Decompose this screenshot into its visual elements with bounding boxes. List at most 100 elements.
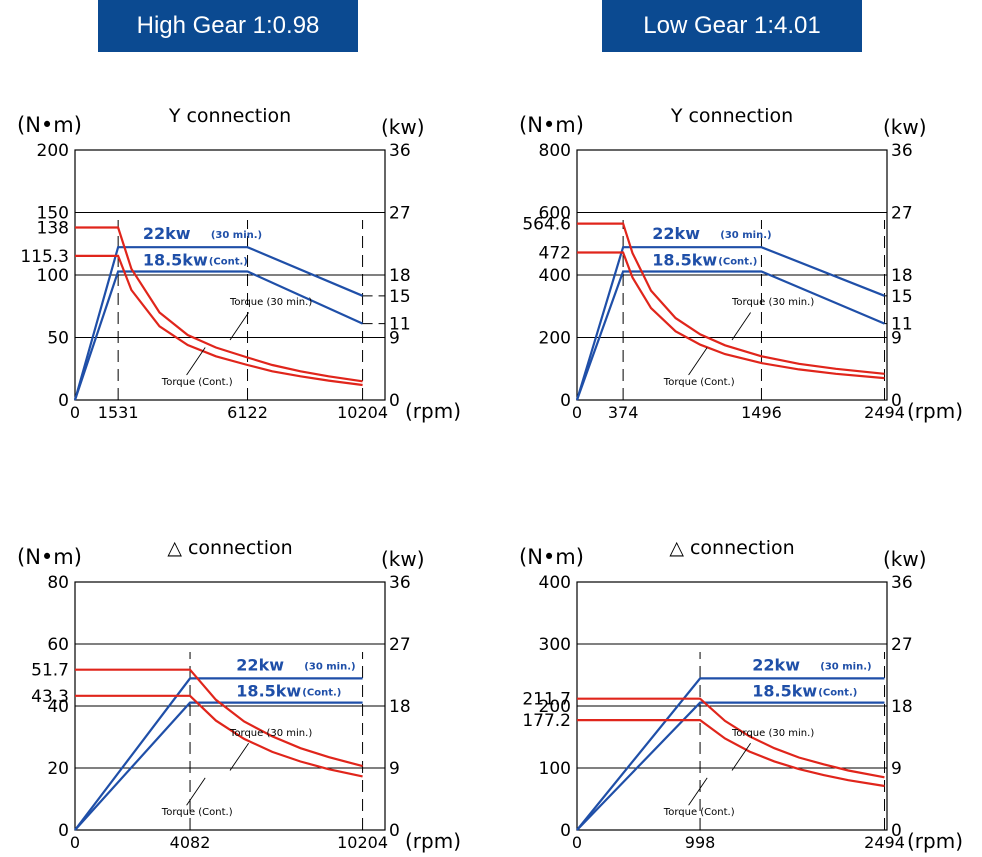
torque-tick-label: 200 [37,141,69,161]
rpm-tick-label: 2494 [864,833,905,852]
rpm-tick-label: 374 [608,403,639,422]
rpm-tick-label: 10204 [337,833,388,852]
power-cont-label: 18.5kw [752,682,817,701]
torque-30-pointer [229,742,249,771]
torque-curve [577,222,885,375]
power-curve [575,270,885,401]
torque-30-label: Torque (30 min.) [731,728,814,739]
rpm-tick-label: 0 [572,833,582,852]
power-cont-label: 18.5kw [143,251,208,270]
rpm-tick-label: 1496 [741,403,782,422]
torque-tick-label: 0 [58,821,69,841]
power-tick-label: 18 [389,266,411,286]
power-unit-label: (kw) [883,115,927,139]
torque-curve [75,254,363,387]
torque-tick-label: 0 [560,391,571,411]
power-30-note: (30 min.) [720,230,771,241]
torque-curve [75,226,363,383]
rpm-tick-label: 0 [70,833,80,852]
rpm-tick-label: 6122 [227,403,268,422]
power-unit-label: (kw) [381,547,425,571]
power-30-note: (30 min.) [820,661,871,672]
power-unit-label: (kw) [883,547,927,571]
rpm-tick-label: 4082 [170,833,211,852]
torque-tick-label: 100 [37,266,69,286]
rpm-tick-label: 0 [70,403,80,422]
torque-tick-label: 138 [37,219,69,239]
power-tick-label: 18 [389,697,411,717]
torque-curve [577,719,885,788]
rpm-unit-label: (rpm) [907,399,963,423]
power-30-note: (30 min.) [304,661,355,672]
power-cont-note: (Cont.) [302,688,341,699]
power-tick-label: 36 [389,573,411,593]
torque-cont-pointer [186,777,206,806]
power-tick-label: 0 [891,821,902,841]
torque-30-label: Torque (30 min.) [731,297,814,308]
torque-tick-label: 400 [539,573,571,593]
high-gear-header: High Gear 1:0.98 [98,0,358,52]
power-cont-label: 18.5kw [236,682,301,701]
torque-tick-label: 80 [47,573,69,593]
power-30-label: 22kw [236,655,284,674]
rpm-unit-label: (rpm) [405,829,461,853]
power-tick-label: 15 [389,287,411,307]
power-cont-label: 18.5kw [652,251,717,270]
torque-curve [577,697,885,779]
torque-tick-label: 20 [47,759,69,779]
power-curve [576,701,885,831]
torque-unit-label: (N•m) [17,545,82,569]
rpm-tick-label: 10204 [337,403,388,422]
torque-tick-label: 300 [539,635,571,655]
chart-2: Y connection(N•m) (kw)(rpm)02004006008004… [519,105,963,423]
torque-cont-label: Torque (Cont.) [161,807,233,818]
power-cont-note: (Cont.) [209,257,248,268]
torque-30-pointer [731,312,751,341]
power-30-note: (30 min.) [211,230,262,241]
torque-curve [577,251,885,380]
torque-tick-label: 800 [539,141,571,161]
power-tick-label: 36 [891,573,913,593]
power-tick-label: 0 [389,821,400,841]
torque-tick-label: 200 [539,697,571,717]
torque-tick-label: 150 [37,204,69,224]
power-unit-label: (kw) [381,115,425,139]
torque-tick-label: 211.7 [522,690,571,710]
power-curve [74,701,363,831]
rpm-tick-label: 2494 [864,403,905,422]
power-tick-label: 18 [891,266,913,286]
power-tick-label: 27 [389,635,411,655]
torque-cont-pointer [186,347,206,376]
torque-tick-label: 600 [539,204,571,224]
power-cont-note: (Cont.) [818,688,857,699]
torque-tick-label: 177.2 [522,711,571,731]
torque-cont-label: Torque (Cont.) [663,807,735,818]
torque-tick-label: 51.7 [31,661,69,681]
rpm-unit-label: (rpm) [405,399,461,423]
torque-tick-label: 50 [47,329,69,349]
power-curve [73,270,364,401]
torque-tick-label: 60 [47,635,69,655]
torque-cont-pointer [688,777,708,806]
torque-cont-label: Torque (Cont.) [161,377,233,388]
torque-tick-label: 0 [58,391,69,411]
torque-tick-label: 115.3 [20,247,69,267]
power-tick-label: 18 [891,697,913,717]
power-curve [73,246,364,401]
power-tick-label: 9 [389,329,400,349]
torque-unit-label: (N•m) [519,113,584,137]
power-tick-label: 9 [891,759,902,779]
power-30-label: 22kw [752,655,800,674]
power-tick-label: 27 [891,635,913,655]
torque-tick-label: 40 [47,697,69,717]
rpm-unit-label: (rpm) [907,829,963,853]
torque-tick-label: 43.3 [31,687,69,707]
chart-4: △ connection(N•m) (kw)(rpm)01002003004001… [519,537,963,853]
power-tick-label: 15 [891,287,913,307]
torque-tick-label: 564.6 [522,215,571,235]
torque-tick-label: 100 [539,759,571,779]
torque-30-label: Torque (30 min.) [229,297,312,308]
torque-tick-label: 472 [539,244,571,264]
power-30-label: 22kw [652,224,700,243]
